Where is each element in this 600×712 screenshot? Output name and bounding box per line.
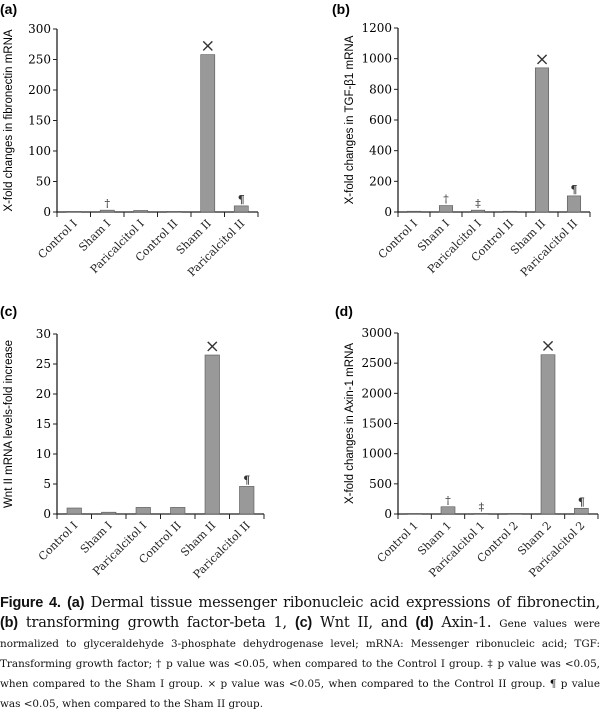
bar [99,209,115,213]
caption-b-label: (b) [0,615,18,631]
bar [507,513,522,515]
bar [66,211,82,213]
significance-marker: ‡ [479,500,485,513]
significance-marker: × [205,336,220,357]
bar [166,211,182,213]
bar [474,513,489,515]
panel-label: (d) [335,303,353,319]
y-tick-label: 200 [28,83,51,97]
y-axis-label: Wnt II mRNA levels-fold increase [3,340,15,508]
bar [233,205,249,213]
significance-marker: ‡ [475,197,481,210]
y-tick-label: 10 [36,447,51,461]
y-tick-label: 15 [36,417,51,431]
significance-marker: × [540,336,555,357]
significance-marker: † [105,197,111,210]
bar [406,210,422,213]
chart-panel-c: (c) 0 5 10 15 20 25 30 Wnt II mRNA levels-fold i… [0,303,265,581]
y-tick-label: 0 [384,507,392,521]
bar [540,354,556,515]
y-tick-label: 150 [28,114,51,128]
bar [566,195,582,213]
x-tick-label: Control I [35,217,79,261]
y-tick-label: 20 [36,387,51,401]
y-tick-label: 200 [369,174,392,188]
y-tick-label: 1500 [361,417,392,431]
significance-marker: ¶ [578,495,585,508]
caption-a-label: (a) [67,595,85,611]
bar [470,209,486,213]
y-tick-label: 50 [36,175,51,189]
x-tick-label: Control I [36,519,80,563]
y-tick-label: 250 [28,53,51,67]
bar [239,486,255,515]
caption-c-text: Wnt II, and [312,615,416,631]
bar [101,511,117,515]
caption-b-text: transforming growth factor-beta 1, [17,615,295,631]
bar [574,507,589,515]
y-tick-label: 1000 [361,447,392,461]
figure-caption: Figure 4. (a) Dermal tissue messenger ri… [0,592,600,712]
y-axis-label: X-fold changes in fibronectin mRNA [3,29,15,211]
y-tick-label: 2000 [361,386,392,400]
bar [407,513,422,515]
bar [440,506,456,515]
y-tick-label: 400 [369,144,392,158]
figure-label: Figure 4. [0,595,61,611]
caption-c-label: (c) [294,615,313,631]
bar [66,507,82,515]
y-tick-label: 5 [43,477,51,491]
significance-marker: † [443,193,449,206]
y-tick-label: 3000 [361,326,392,340]
y-tick-label: 2500 [361,356,392,370]
y-tick-label: 30 [36,327,51,341]
panel-label: (b) [332,1,350,17]
x-tick-label: Paricalcitol II [518,217,580,279]
y-tick-label: 1000 [361,52,392,66]
chart-panel-a: (a) 0 50 100 150 200 250 300 X-fold changes in f… [0,1,259,279]
bar [200,54,216,213]
panel-label: (c) [0,303,17,319]
y-tick-label: 800 [369,82,392,96]
y-tick-label: 300 [28,22,51,36]
y-tick-label: 100 [28,144,51,158]
significance-marker: × [200,36,215,57]
caption-d-text: Axin-1. [433,615,500,631]
caption-a-text: Dermal tissue messenger ribonucleic acid… [84,595,600,611]
bar [534,67,550,213]
significance-marker: ¶ [243,473,250,486]
bar [135,507,151,515]
y-tick-label: 25 [36,357,51,371]
caption-notes: Gene values were normalized to glycerald… [0,618,600,710]
significance-marker: × [534,49,549,70]
significance-marker: ¶ [238,193,245,206]
bar [204,354,220,515]
caption-d-label: (d) [415,615,434,631]
y-tick-label: 600 [369,113,392,127]
bar [502,210,518,213]
panel-label: (a) [0,1,17,17]
bar [133,210,149,213]
significance-marker: † [445,494,451,507]
y-tick-label: 1200 [361,21,392,35]
chart-panel-d: (d) 0 500 1000 1500 2000 2500 3000 X-fold change… [335,303,599,580]
y-tick-label: 0 [43,507,51,521]
y-axis-label: X-fold changes in TGF-β1 mRNA [344,35,356,204]
x-tick-label: Control 1 [375,519,421,565]
x-tick-label: Control I [376,217,420,261]
y-tick-label: 500 [369,477,392,491]
significance-marker: ¶ [571,183,578,196]
y-tick-label: 0 [384,205,392,219]
bar [438,205,454,213]
bar [170,507,186,515]
y-axis-label: X-fold changes in Axin-1 mRNA [344,343,356,504]
chart-panel-b: (b) 0 200 400 600 800 1000 1200 X-fold changes i… [332,1,591,279]
y-tick-label: 0 [43,205,51,219]
